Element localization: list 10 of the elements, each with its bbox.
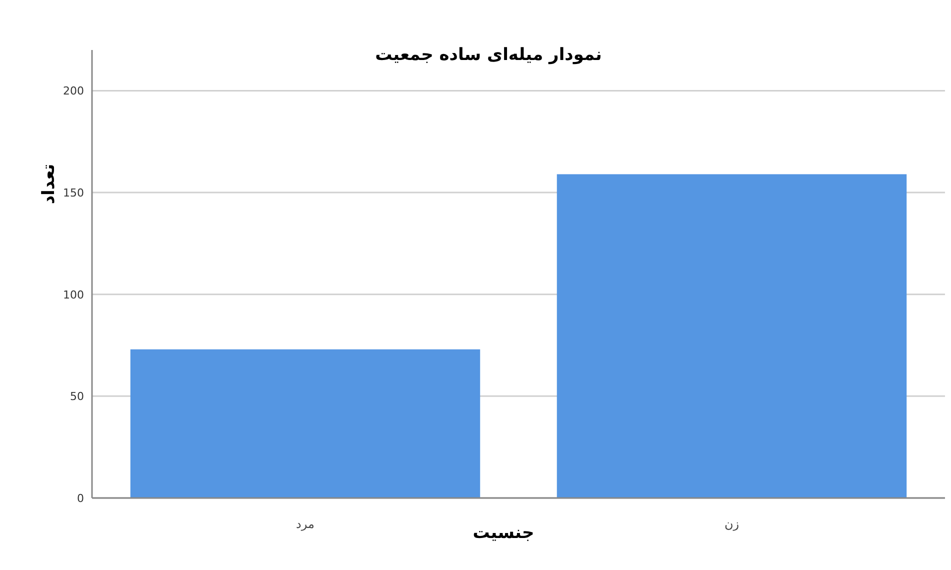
y-tick-label: 0 [77, 492, 84, 505]
x-axis-title: جنسیت [472, 523, 534, 543]
y-tick-label: 100 [63, 288, 84, 302]
x-tick-label: مرد [296, 517, 314, 531]
y-tick-label: 200 [63, 84, 84, 98]
y-tick-label: 150 [63, 186, 84, 200]
chart-title: نمودار میله‌ای ساده جمعیت [375, 45, 602, 65]
x-tick-label: زن [724, 517, 740, 531]
y-tick-label: 50 [70, 390, 84, 404]
y-axis-title: تعداد [39, 164, 59, 204]
